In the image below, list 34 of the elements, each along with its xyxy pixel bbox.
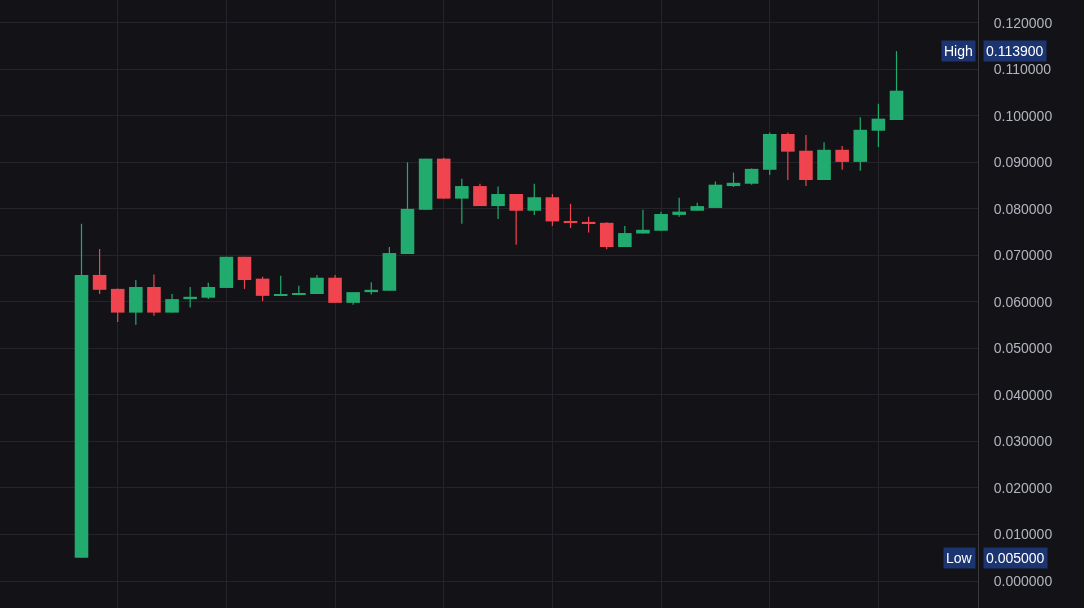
candlestick xyxy=(762,131,777,176)
y-tick-label: 0.010000 xyxy=(993,526,1053,543)
text: 0.113900 xyxy=(986,43,1044,59)
y-tick-label: 0.120000 xyxy=(993,14,1053,31)
text: 0.005000 xyxy=(986,550,1045,566)
y-tick-label: 0.110000 xyxy=(993,61,1052,78)
candlestick xyxy=(527,183,542,216)
y-tick-label: 0.050000 xyxy=(993,340,1053,357)
candlestick xyxy=(853,116,868,172)
candlestick xyxy=(436,157,451,200)
y-tick-label: 0.040000 xyxy=(993,386,1053,403)
candlestick xyxy=(618,225,632,248)
candlestick xyxy=(636,209,650,235)
y-tick-label: 0.100000 xyxy=(993,107,1053,124)
candlestick xyxy=(147,273,161,317)
candlestick xyxy=(781,131,795,181)
candlestick xyxy=(654,211,668,232)
y-tick-label: 0.030000 xyxy=(993,433,1053,450)
y-tick-label: 0.000000 xyxy=(993,572,1053,589)
candlestick xyxy=(129,279,143,326)
y-tick-label: 0.070000 xyxy=(993,247,1053,264)
y-tick-label: 0.020000 xyxy=(993,479,1053,496)
candlestick xyxy=(273,275,288,297)
y-tick-label: 0.080000 xyxy=(993,200,1053,217)
candlestick xyxy=(835,145,849,171)
candlestick xyxy=(509,193,523,246)
y-tick-label: 0.060000 xyxy=(993,293,1053,310)
candlestick xyxy=(455,178,469,225)
candlestick xyxy=(165,293,179,314)
annotation: Low xyxy=(946,550,973,566)
candlestick xyxy=(110,287,125,323)
annotation: High xyxy=(944,43,973,59)
y-tick-label: 0.090000 xyxy=(993,154,1053,171)
candlestick xyxy=(599,221,614,250)
